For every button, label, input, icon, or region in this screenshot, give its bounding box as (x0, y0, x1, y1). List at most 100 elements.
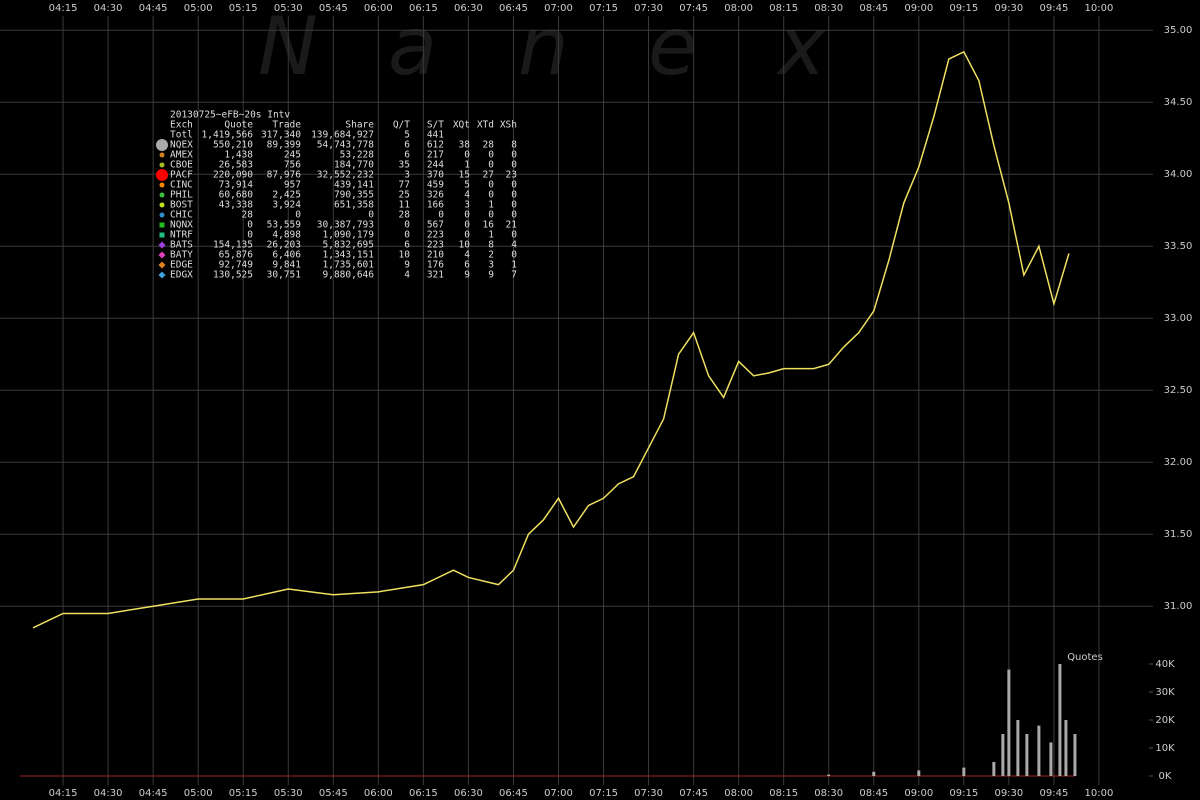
x-tick-label: 10:00 (1085, 3, 1114, 14)
table-cell: 0 (488, 160, 494, 171)
table-cell: Quote (224, 120, 253, 131)
table-cell: 16 (483, 220, 495, 231)
x-tick-label: 05:30 (274, 788, 303, 799)
table-cell: 1,343,151 (323, 250, 375, 261)
table-cell: 166 (427, 200, 444, 211)
x-tick-label: 09:15 (949, 788, 978, 799)
x-tick-label: 08:00 (724, 788, 753, 799)
table-cell: 3,924 (272, 200, 301, 211)
x-tick-label: 10:00 (1085, 788, 1114, 799)
table-cell: 612 (427, 140, 444, 151)
x-tick-label: 07:45 (679, 788, 708, 799)
table-cell: 8 (511, 140, 517, 151)
x-tick-label: 08:45 (859, 788, 888, 799)
x-tick-label: 04:45 (139, 788, 168, 799)
table-cell: 326 (427, 190, 444, 201)
x-tick-label: 09:15 (949, 3, 978, 14)
table-cell: 7 (511, 270, 517, 281)
table-cell: 28 (242, 210, 254, 221)
table-cell: CHIC (170, 210, 193, 221)
table-cell: 0 (464, 210, 470, 221)
table-cell: 9 (464, 270, 470, 281)
watermark: e (648, 0, 697, 93)
table-cell: AMEX (170, 150, 193, 161)
table-cell: 0 (488, 190, 494, 201)
table-cell: 220,090 (213, 170, 253, 181)
table-cell: 0 (464, 220, 470, 231)
table-cell: 25 (399, 190, 410, 201)
x-tick-label: 05:00 (184, 788, 213, 799)
table-cell: 790,355 (334, 190, 374, 201)
table-cell: 1 (488, 230, 494, 241)
x-tick-label: 04:45 (139, 3, 168, 14)
table-cell: 0 (438, 210, 444, 221)
x-tick-label: 04:30 (94, 3, 123, 14)
x-tick-label: 07:15 (589, 3, 618, 14)
x-tick-label: 08:30 (814, 3, 843, 14)
table-cell: 87,976 (267, 170, 302, 181)
watermark: a (388, 0, 437, 93)
table-cell: XTd (477, 120, 494, 131)
table-cell: 4 (464, 250, 470, 261)
row-marker (159, 182, 165, 188)
table-cell: 27 (483, 170, 494, 181)
table-cell: 3 (488, 260, 494, 271)
table-cell: 0 (511, 160, 517, 171)
table-cell: 0 (295, 210, 301, 221)
table-cell: 5 (464, 180, 470, 191)
table-cell: 65,876 (219, 250, 254, 261)
x-tick-label: 06:15 (409, 788, 438, 799)
table-cell: 441 (427, 130, 444, 141)
table-cell: 9 (488, 270, 494, 281)
bar (962, 767, 966, 776)
table-cell: BOST (170, 200, 193, 211)
x-tick-label: 09:00 (904, 788, 933, 799)
table-cell: 53,228 (340, 150, 375, 161)
table-cell: NQEX (170, 140, 193, 151)
table-cell: CINC (170, 180, 193, 191)
y-tick-label: 31.00 (1164, 601, 1193, 612)
table-cell: 244 (427, 160, 444, 171)
table-cell: 30,387,793 (317, 220, 374, 231)
x-tick-label: 09:00 (904, 3, 933, 14)
table-cell: 0 (247, 230, 253, 241)
table-cell: Share (345, 120, 374, 131)
table-cell: 4 (511, 240, 517, 251)
x-tick-label: 09:30 (994, 3, 1023, 14)
table-cell: 176 (427, 260, 444, 271)
table-cell: 0 (511, 180, 517, 191)
x-tick-label: 04:15 (49, 3, 78, 14)
table-cell: 2 (488, 250, 494, 261)
table-cell: 10 (459, 240, 471, 251)
table-cell: 0 (511, 250, 517, 261)
x-tick-label: 06:30 (454, 788, 483, 799)
x-tick-label: 05:45 (319, 3, 348, 14)
table-cell: 10 (399, 250, 411, 261)
table-cell: 1,735,601 (323, 260, 375, 271)
table-cell: 0 (247, 220, 253, 231)
x-tick-label: 07:30 (634, 3, 663, 14)
x-tick-label: 06:00 (364, 3, 393, 14)
table-cell: 370 (427, 170, 444, 181)
x-tick-label: 07:00 (544, 788, 573, 799)
bar (1007, 669, 1011, 776)
table-cell: 60,680 (219, 190, 254, 201)
row-marker (159, 162, 165, 168)
table-cell: 1 (464, 160, 470, 171)
table-cell: 317,340 (261, 130, 301, 141)
x-tick-label: 06:45 (499, 788, 528, 799)
row-marker (159, 212, 165, 218)
table-title: 20130725~eFB~20s Intv (170, 110, 290, 121)
table-cell: 6 (404, 140, 410, 151)
table-cell: 0 (511, 190, 517, 201)
table-cell: 89,399 (267, 140, 302, 151)
table-cell: 0 (464, 150, 470, 161)
row-marker (158, 271, 166, 279)
x-tick-label: 06:45 (499, 3, 528, 14)
bar (992, 762, 996, 776)
y-tick-label: 0K (1159, 771, 1172, 782)
table-cell: 26,203 (267, 240, 301, 251)
table-cell: 0 (511, 210, 517, 221)
table-cell: 139,684,927 (311, 130, 374, 141)
table-cell: 38 (459, 140, 471, 151)
